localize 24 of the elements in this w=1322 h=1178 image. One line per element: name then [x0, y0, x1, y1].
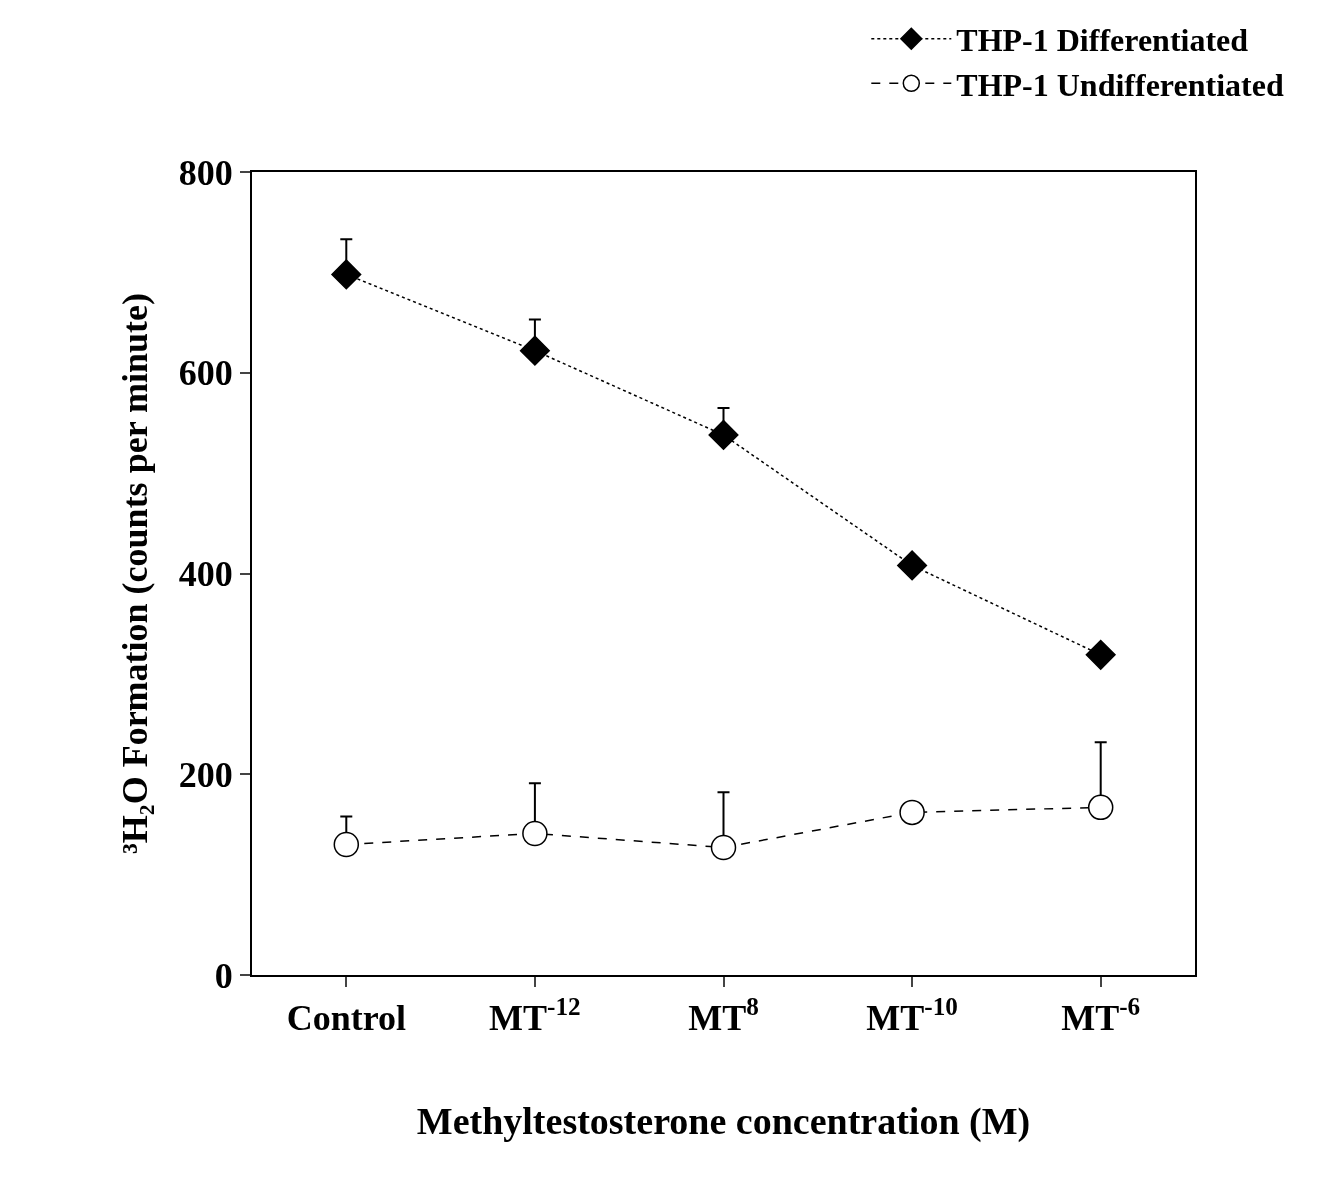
y-tick-label: 600 — [178, 353, 233, 394]
y-tick-label: 400 — [178, 554, 233, 595]
legend-label: THP-1 Differentiated — [956, 22, 1249, 59]
x-axis-title: Methyltestosterone concentration (M) — [416, 1099, 1031, 1143]
x-tick-label: MT$^{-6}$ — [1061, 993, 1141, 1039]
point — [897, 550, 928, 581]
point — [331, 259, 362, 290]
point — [519, 335, 550, 366]
point — [1087, 794, 1114, 821]
legend-label: THP-1 Undifferentiated — [956, 66, 1284, 103]
point — [708, 419, 739, 451]
y-tick-label: 200 — [178, 754, 233, 795]
point — [1085, 639, 1116, 670]
point — [899, 799, 925, 826]
y-tick-label: 0 — [214, 955, 233, 996]
x-tick-label: MT$^{8}$ — [688, 993, 759, 1039]
point — [710, 834, 737, 861]
x-tick-label: MT$^{-10}$ — [866, 993, 958, 1039]
point — [333, 831, 360, 858]
point — [522, 820, 548, 847]
y-tick-label: 800 — [178, 152, 233, 193]
x-tick-label: MT$^{-12}$ — [489, 993, 581, 1039]
y-axis-title: ³H₂O Formation (counts per minute) — [115, 293, 156, 854]
x-tick-label: Control — [286, 998, 406, 1039]
